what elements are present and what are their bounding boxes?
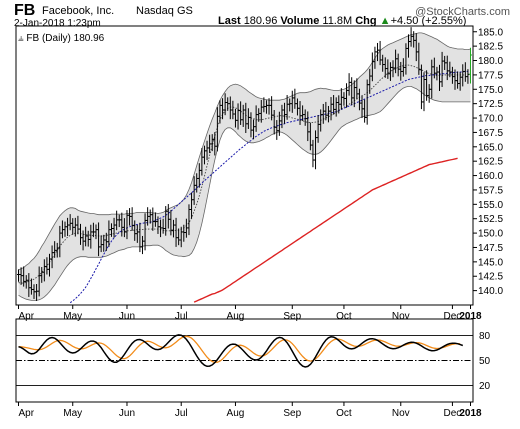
- legend-text: FB (Daily) 180.96: [26, 33, 105, 44]
- price-x-tick-label: 2018: [459, 311, 482, 322]
- price-x-tick-label: Jun: [119, 311, 135, 322]
- oscillator-x-tick-label: Aug: [227, 408, 245, 419]
- price-y-tick-label: 170.0: [478, 114, 503, 125]
- oscillator-y-tick-label: 20: [479, 381, 491, 392]
- quote-date: 2-Jan-2018 1:23pm: [14, 18, 101, 29]
- sma-50-line: [69, 70, 468, 304]
- price-bars: [17, 27, 472, 301]
- price-y-tick-label: 155.0: [478, 200, 503, 211]
- oscillator-x-tick-label: Jun: [119, 408, 135, 419]
- change-label: Chg: [355, 15, 377, 27]
- price-y-tick-label: 167.5: [478, 128, 503, 139]
- price-y-tick-label: 140.0: [478, 286, 503, 297]
- price-x-tick-label: Dec: [444, 311, 462, 322]
- oscillator-y-tick-label: 80: [479, 331, 491, 342]
- oscillator-y-tick-label: 50: [479, 356, 491, 367]
- price-y-tick-label: 160.0: [478, 171, 503, 182]
- price-y-tick-label: 180.0: [478, 56, 503, 67]
- price-y-tick-label: 182.5: [478, 42, 503, 53]
- price-y-tick-label: 165.0: [478, 142, 503, 153]
- price-frame: [15, 25, 474, 306]
- price-x-tick-label: Aug: [227, 311, 245, 322]
- exchange-label: Nasdaq GS: [136, 5, 193, 17]
- company-name: Facebook, Inc.: [42, 5, 115, 17]
- price-x-tick-label: Jul: [175, 311, 188, 322]
- price-x-tick-label: May: [63, 311, 82, 322]
- band-lower-line: [18, 86, 471, 301]
- price-x-tick-label: Nov: [392, 311, 410, 322]
- price-legend: ⫨ FB (Daily) 180.96: [18, 33, 104, 44]
- band-upper-line: [18, 32, 471, 271]
- price-y-tick-label: 150.0: [478, 229, 503, 240]
- price-y-tick-label: 177.5: [478, 70, 503, 81]
- band-fill: [18, 32, 471, 301]
- oscillator-x-tick-label: Jul: [175, 408, 188, 419]
- oscillator-x-tick-label: Dec: [444, 408, 462, 419]
- volume-label: Volume: [280, 15, 320, 27]
- price-y-tick-label: 147.5: [478, 243, 503, 254]
- price-y-tick-label: 145.0: [478, 257, 503, 268]
- price-x-tick-label: Apr: [19, 311, 35, 322]
- oscillator-x-tick-label: May: [63, 408, 82, 419]
- price-y-tick-label: 152.5: [478, 214, 503, 225]
- price-y-tick-label: 162.5: [478, 157, 503, 168]
- oscillator-x-tick-label: Sep: [283, 408, 301, 419]
- price-y-tick-label: 175.0: [478, 85, 503, 96]
- oscillator-x-tick-label: Oct: [336, 408, 352, 419]
- oscillator-x-tick-label: Nov: [392, 408, 410, 419]
- change-value: +4.50 (+2.55%): [390, 15, 467, 27]
- price-bar: [469, 47, 472, 84]
- price-y-tick-label: 185.0: [478, 27, 503, 38]
- oscillator-signal-line: [18, 335, 461, 364]
- price-y-tick-label: 157.5: [478, 185, 503, 196]
- symbol-label: FB: [14, 2, 36, 19]
- price-bars-icon: ⫨: [18, 33, 24, 44]
- watermark: @StockCharts.com: [415, 6, 510, 18]
- x-axis: Apr Apr May May Jun Jun Jul Jul Aug Aug Sep Sep Oct O…: [18, 305, 482, 419]
- price-y-tick-label: 142.5: [478, 272, 503, 283]
- oscillator-line: [18, 334, 464, 368]
- oscillator-panel: 20 50 80: [15, 318, 491, 403]
- price-axes: 140.0 142.5 145.0 147.5 150.0 152.5 155.0 157.5…: [15, 25, 503, 306]
- price-y-tick-label: 172.5: [478, 99, 503, 110]
- price-x-tick-label: Oct: [336, 311, 352, 322]
- quote-summary: Last 180.96 Volume 11.8M Chg ▲+4.50 (+2.…: [218, 15, 466, 27]
- bollinger-band: [18, 32, 471, 301]
- up-triangle-icon: ▲: [379, 15, 391, 27]
- oscillator-x-tick-label: 2018: [459, 408, 482, 419]
- sma-200-line: [193, 157, 458, 303]
- volume-value: 11.8M: [322, 15, 353, 27]
- last-value: 180.96: [243, 15, 278, 27]
- last-label: Last: [218, 15, 241, 27]
- price-x-tick-label: Sep: [283, 311, 301, 322]
- oscillator-x-tick-label: Apr: [19, 408, 35, 419]
